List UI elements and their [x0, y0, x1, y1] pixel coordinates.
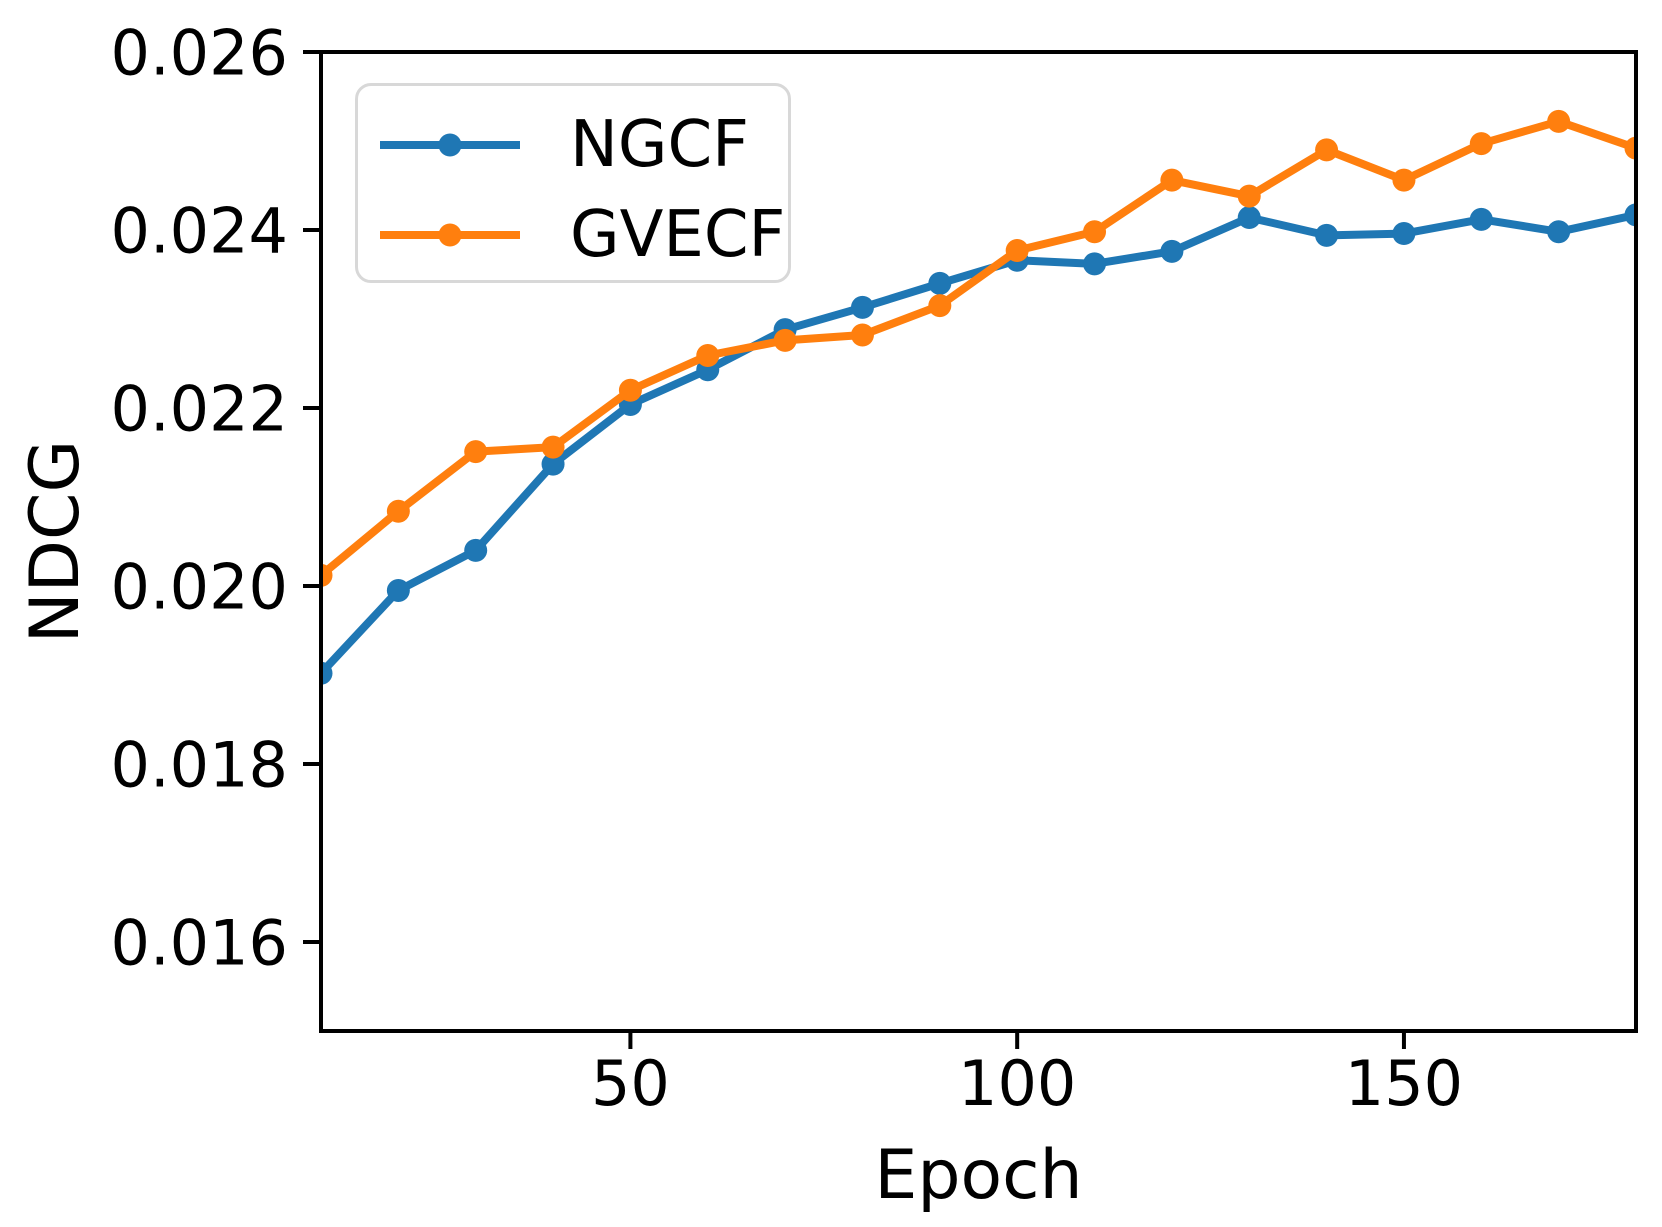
gvecf-marker [386, 499, 410, 523]
legend-label-gvecf: GVECF [570, 198, 786, 272]
gvecf-marker [696, 343, 720, 367]
series-ngcf [321, 203, 1636, 685]
gvecf-marker [1392, 168, 1416, 192]
ngcf-marker [1547, 220, 1571, 244]
ngcf-marker [850, 295, 874, 319]
ngcf-marker [1315, 223, 1339, 247]
ngcf-line-sample-icon [380, 133, 520, 157]
x-axis-label: Epoch [874, 1136, 1082, 1215]
y-tick-label: 0.026 [111, 16, 289, 89]
x-tick-label: 150 [1345, 1047, 1463, 1120]
y-tick-label: 0.016 [111, 906, 289, 979]
y-tick-label: 0.024 [111, 194, 289, 267]
gvecf-marker [1469, 132, 1493, 156]
gvecf-marker [541, 435, 565, 459]
y-tick-label: 0.018 [111, 728, 289, 801]
y-tick-label: 0.022 [111, 372, 289, 445]
legend-item-gvecf: GVECF [380, 190, 788, 280]
ngcf-marker [1392, 222, 1416, 246]
gvecf-marker [1005, 238, 1029, 262]
ngcf-marker [1624, 203, 1636, 227]
gvecf-marker [1160, 168, 1184, 192]
legend-label-ngcf: NGCF [570, 108, 749, 182]
gvecf-marker [1237, 184, 1261, 208]
axes-frame [319, 50, 1638, 1033]
gvecf-marker [1624, 136, 1636, 160]
ngcf-marker [1160, 239, 1184, 263]
gvecf-marker [618, 378, 642, 402]
ngcf-marker [1237, 206, 1261, 230]
gvecf-marker [1315, 138, 1339, 162]
gvecf-marker [1547, 109, 1571, 133]
ngcf-marker [928, 271, 952, 295]
ngcf-marker [1083, 252, 1107, 276]
ngcf-marker [464, 538, 488, 562]
series-gvecf [321, 109, 1636, 587]
gvecf-line-sample-icon [380, 223, 520, 247]
ngcf-marker [386, 578, 410, 602]
gvecf-marker [464, 440, 488, 464]
x-tick-label: 50 [591, 1047, 670, 1120]
ngcf-line [321, 210, 1636, 678]
legend: NGCF GVECF [355, 83, 791, 283]
gvecf-marker [850, 323, 874, 347]
gvecf-marker [321, 563, 333, 587]
gvecf-marker [928, 294, 952, 318]
gvecf-line [321, 117, 1636, 580]
gvecf-marker [1083, 220, 1107, 244]
ngcf-marker [541, 452, 565, 476]
legend-item-ngcf: NGCF [380, 100, 788, 190]
ngcf-marker [1469, 207, 1493, 231]
y-tick-label: 0.020 [111, 550, 289, 623]
x-tick-label: 100 [958, 1047, 1076, 1120]
ngcf-marker [321, 661, 333, 685]
y-axis-label: NDCG [16, 440, 95, 643]
gvecf-marker [773, 328, 797, 352]
